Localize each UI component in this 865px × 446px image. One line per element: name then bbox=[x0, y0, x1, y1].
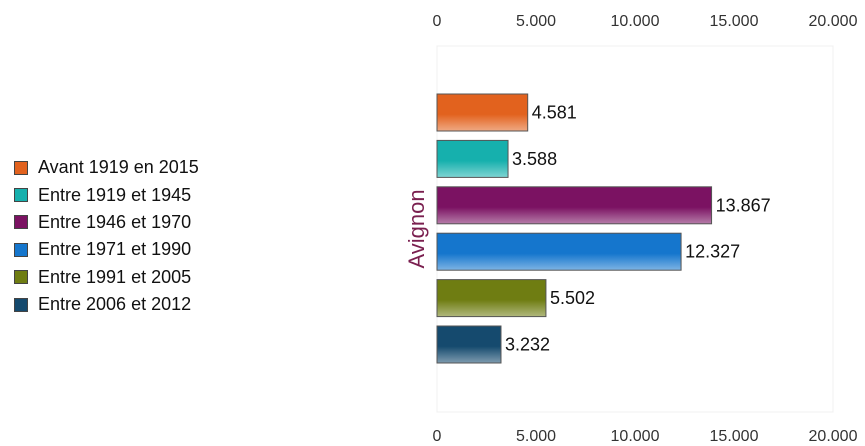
top-tick-label: 15.000 bbox=[710, 13, 759, 30]
bottom-axis: 0 5.000 10.000 15.000 20.000 bbox=[433, 428, 858, 445]
bar bbox=[436, 325, 502, 364]
legend-item: Avant 1919 en 2015 bbox=[14, 154, 199, 181]
data-label: 12.327 bbox=[685, 242, 740, 262]
bottom-tick-label: 20.000 bbox=[809, 428, 858, 445]
bar bbox=[436, 279, 547, 318]
bar bbox=[436, 232, 682, 271]
legend-swatch bbox=[14, 215, 28, 230]
legend-swatch bbox=[14, 188, 28, 203]
legend-item: Entre 2006 et 2012 bbox=[14, 291, 199, 318]
top-tick-label: 20.000 bbox=[809, 13, 858, 30]
data-label: 5.502 bbox=[550, 288, 595, 308]
top-axis: 0 5.000 10.000 15.000 20.000 bbox=[433, 13, 858, 30]
bar-group: 4.581 3.588 13.867 12.327 5.502 3.232 bbox=[436, 93, 771, 364]
legend-swatch bbox=[14, 160, 28, 175]
legend-item: Entre 1946 et 1970 bbox=[14, 209, 199, 236]
legend-swatch bbox=[14, 297, 28, 312]
legend-label: Entre 2006 et 2012 bbox=[38, 294, 192, 315]
legend-label: Entre 1991 et 2005 bbox=[38, 266, 192, 287]
legend: Avant 1919 en 2015 Entre 1919 et 1945 Entr… bbox=[14, 154, 199, 318]
data-label: 3.588 bbox=[512, 149, 557, 169]
bottom-tick-label: 5.000 bbox=[516, 428, 556, 445]
legend-item: Entre 1971 et 1990 bbox=[14, 236, 199, 263]
bar bbox=[436, 186, 713, 225]
legend-label: Entre 1971 et 1990 bbox=[38, 239, 192, 260]
bottom-tick-label: 0 bbox=[433, 428, 442, 445]
bottom-tick-label: 15.000 bbox=[710, 428, 759, 445]
data-label: 13.867 bbox=[716, 195, 771, 215]
bar bbox=[436, 139, 509, 178]
top-tick-label: 0 bbox=[433, 13, 442, 30]
legend-label: Avant 1919 en 2015 bbox=[38, 157, 199, 178]
top-tick-label: 10.000 bbox=[611, 13, 660, 30]
bottom-tick-label: 10.000 bbox=[611, 428, 660, 445]
top-tick-label: 5.000 bbox=[516, 13, 556, 30]
data-label: 4.581 bbox=[532, 103, 577, 123]
legend-swatch bbox=[14, 242, 28, 257]
category-label: Avignon bbox=[404, 189, 429, 268]
legend-label: Entre 1946 et 1970 bbox=[38, 211, 192, 232]
legend-label: Entre 1919 et 1945 bbox=[38, 184, 192, 205]
bar bbox=[436, 93, 529, 132]
legend-item: Entre 1919 et 1945 bbox=[14, 181, 199, 208]
legend-item: Entre 1991 et 2005 bbox=[14, 264, 199, 291]
legend-swatch bbox=[14, 270, 28, 285]
data-label: 3.232 bbox=[505, 335, 550, 355]
